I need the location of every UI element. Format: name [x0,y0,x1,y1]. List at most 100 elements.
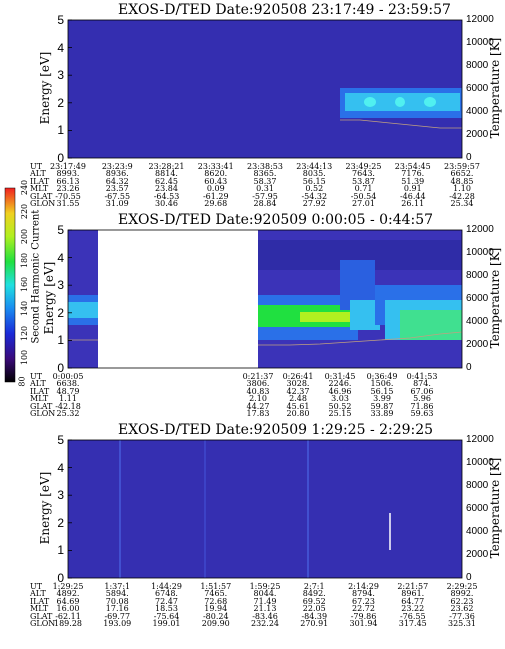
table-cell: 8814. [155,169,178,179]
table-cell: 23.22 [401,604,425,614]
y-tick-label: 5 [57,13,64,27]
colorbar-tick-label: 180 [20,252,30,268]
panel-3-title: EXOS-D/TED Date:920509 1:29:25 - 2:29:25 [118,422,434,438]
y2-tick-label: 6000 [466,293,489,304]
y2-tick-label: 2000 [466,549,489,560]
table-cell: 44.27 [246,401,270,411]
row-label: ILAT [30,596,50,606]
row-label: GLAT [30,611,53,621]
table-cell: 7176. [401,169,425,179]
table-cell: 59.87 [370,401,394,411]
table-cell: 20.80 [286,409,310,418]
colorbar-label: Second Harmonic Current [30,209,42,344]
table-cell: 317.45 [398,619,427,628]
table-cell: 2:14:29 [348,582,379,591]
y2-tick-label: 4000 [466,316,489,327]
y2-tick-label: 12000 [466,434,494,445]
table-cell: 62.23 [450,596,474,606]
table-cell: 8044. [253,589,277,599]
table-cell: 3028. [286,379,310,389]
panel-1-temperature-line [340,119,462,129]
colorbar-tick-label: 220 [20,204,30,220]
table-cell: 16.00 [56,604,80,614]
y2-tick-label: 10000 [466,457,494,468]
y2-tick-label: 12000 [466,224,494,235]
table-cell: 69.52 [302,596,326,606]
table-cell: -67.55 [104,191,131,201]
y-tick-label: 4 [57,40,64,55]
y-tick-label: 3 [57,488,64,503]
row-label: GLON [30,409,56,418]
table-cell: 0:00:05 [52,372,84,381]
table-cell: 51.39 [401,176,425,186]
table-cell: 0.52 [305,184,324,194]
table-cell: 8961. [401,589,425,599]
table-cell: 18.53 [155,604,178,614]
panel-2-temperature-line [258,331,463,346]
table-cell: 270.91 [300,619,329,628]
table-cell: 3806. [246,379,270,389]
panel-2-title: EXOS-D/TED Date:920509 0:00:05 - 0:44:57 [118,212,434,228]
table-cell: 19.94 [204,604,228,614]
row-label: ILAT [30,176,50,186]
table-cell: 1:44:29 [151,582,182,591]
colorbar [4,187,16,383]
table-cell: 27.92 [302,199,326,208]
table-cell: 59.63 [410,409,434,418]
table-cell: -61.29 [202,191,229,201]
table-cell: 199.01 [152,619,181,628]
table-cell: -75.64 [153,611,180,621]
table-cell: 33.89 [370,409,394,418]
panel-3-ylabel: Energy [eV] [38,471,52,545]
y2-tick-label: 10000 [466,37,494,48]
table-cell: 2.10 [249,394,267,404]
table-cell: 60.43 [204,176,228,186]
table-cell: 4892. [56,589,80,599]
table-cell: 17.83 [246,409,270,418]
row-label: MLT [30,184,49,194]
y2-tick-label: 8000 [466,60,489,71]
table-cell: 23.62 [450,604,474,614]
y2-tick-label: 4000 [466,526,489,537]
table-cell: -62.11 [55,611,81,621]
panel-1-y2label: Temperature [K] [488,37,502,139]
table-cell: 23:33:41 [197,162,234,171]
panel-1-ylabel: Energy [eV] [38,51,52,125]
y2-tick-label: 0 [466,152,472,163]
table-cell: 70.08 [105,596,129,606]
row-label: MLT [30,394,49,404]
table-cell: 325.31 [448,619,476,628]
table-cell: -83.46 [252,611,278,621]
colorbar-tick-label: 240 [20,179,30,196]
table-cell: 5894. [105,589,129,599]
y-tick-label: 5 [57,433,64,447]
table-cell: 6652. [450,169,474,179]
table-cell: 8620. [204,169,228,179]
table-cell: -42.18 [55,401,81,411]
y2-tick-label: 4000 [466,106,489,117]
y2-tick-label: 8000 [466,480,489,491]
table-cell: -50.54 [350,191,377,201]
table-cell: 0:21:37 [242,372,274,381]
table-cell: 31.09 [105,199,129,208]
y-tick-label: 0 [57,361,64,375]
table-cell: -46.44 [399,191,426,201]
row-label: ALT [30,169,46,179]
y-tick-label: 3 [57,68,64,83]
y2-tick-label: 0 [466,362,472,373]
table-cell: 301.94 [349,619,378,628]
table-cell: 28.84 [253,199,277,208]
table-cell: 58.37 [253,176,277,186]
y2-tick-label: 2000 [466,129,489,140]
table-cell: 67.23 [352,596,375,606]
colorbar-tick-label: 80 [17,376,27,387]
table-cell: 209.90 [201,619,230,628]
table-cell: 1:59:25 [249,582,281,591]
row-label: GLON [30,619,56,628]
table-cell: 0.09 [206,184,225,194]
table-cell: 26.11 [401,199,425,208]
table-cell: 6748. [155,589,178,599]
row-label: ALT [30,379,46,389]
table-cell: -69.77 [104,611,131,621]
